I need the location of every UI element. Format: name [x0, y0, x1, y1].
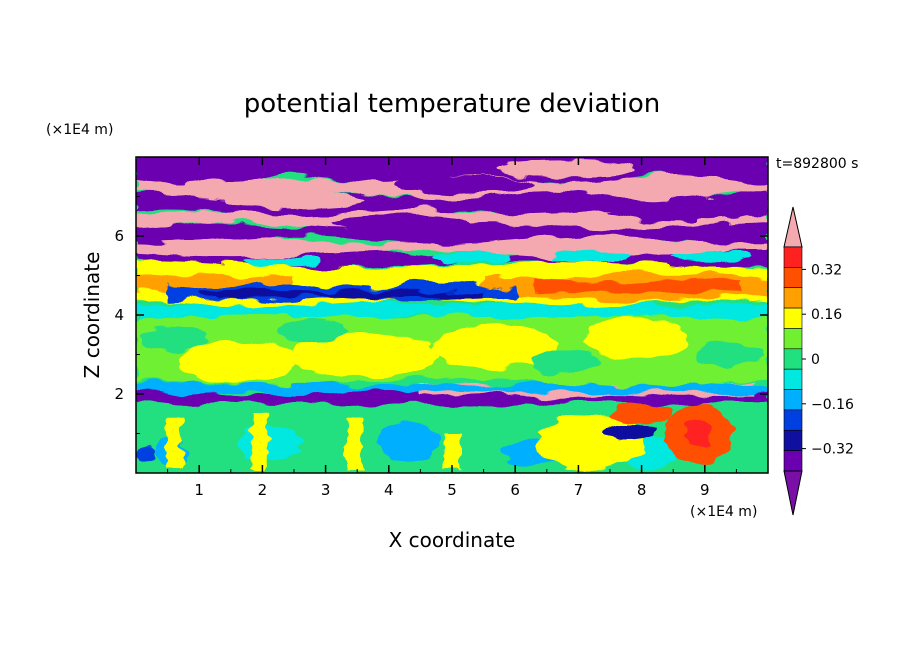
field-cell: [433, 324, 560, 369]
colorbar-box: [783, 328, 803, 350]
field-cell: [241, 256, 322, 267]
field-plume: [346, 417, 363, 470]
field-cell: [495, 159, 636, 178]
field-cell: [136, 445, 155, 462]
x-tick-label: 2: [258, 481, 268, 499]
colorbar-box: [783, 246, 803, 268]
colorbar-tick-label: −0.32: [811, 442, 854, 458]
x-tick-label: 5: [447, 481, 457, 499]
field-cell: [287, 332, 440, 377]
colorbar-box: [783, 450, 803, 472]
colorbar-box: [783, 307, 803, 329]
colorbar-tick-label: −0.16: [811, 397, 854, 413]
field-cell: [531, 350, 600, 375]
field-band: [136, 231, 768, 258]
y-axis: 2 4 6: [114, 196, 768, 434]
x-tick-label: 9: [700, 481, 710, 499]
field-cell: [430, 252, 511, 263]
colorbar-extend-low: [783, 470, 803, 516]
field-cell: [141, 163, 282, 182]
field-cell: [278, 318, 347, 343]
x-tick-label: 3: [321, 481, 331, 499]
field-cell: [394, 175, 535, 194]
time-label: t=892800 s: [776, 156, 858, 172]
field-band: [534, 279, 743, 295]
x-axis-label: X coordinate: [389, 528, 516, 552]
colorbar-box: [783, 368, 803, 390]
x-tick-label: 6: [510, 481, 520, 499]
colorbar-tick-label: 0: [811, 352, 820, 368]
field-plume: [444, 433, 460, 470]
field-cell: [602, 424, 655, 439]
y-tick-label: 2: [114, 385, 124, 403]
y-tick-label: 4: [114, 306, 124, 324]
y-unit-label: (×1E4 m): [46, 122, 113, 138]
field-cell: [671, 250, 752, 261]
x-tick-label: 7: [574, 481, 584, 499]
colorbar-box: [783, 409, 803, 431]
colorbar-box: [783, 429, 803, 451]
field-cell: [684, 419, 713, 448]
field-cell: [551, 250, 632, 261]
colorbar-box: [783, 267, 803, 289]
field-cell: [237, 425, 301, 462]
field-plume: [165, 417, 182, 470]
x-tick-label: 1: [194, 481, 204, 499]
field-cell: [584, 316, 686, 361]
chart-title: potential temperature deviation: [244, 89, 660, 119]
colorbar-box: [783, 287, 803, 309]
colorbar-extend-high: [783, 206, 803, 248]
field-plot-area: [136, 157, 768, 473]
colorbar-tick-label: 0.32: [811, 262, 842, 278]
field-cell: [696, 342, 765, 367]
colorbar-box: [783, 348, 803, 370]
field-band: [199, 288, 484, 299]
y-tick-label: 6: [114, 227, 124, 245]
field-cell: [224, 191, 364, 210]
field-cell: [331, 215, 472, 234]
x-axis: 1 2 3 4 5 6 7 8 9: [167, 157, 737, 499]
y-axis-label: Z coordinate: [80, 252, 104, 379]
field-plume: [251, 413, 268, 470]
field-cell: [180, 340, 294, 385]
field-cell: [611, 403, 672, 424]
field-cell: [139, 326, 208, 351]
colorbar-tick-label: 0.16: [811, 307, 842, 323]
field-cell: [609, 203, 750, 222]
colorbar: 0.32 0.16 0 −0.16 −0.32: [783, 206, 854, 516]
field-cell: [376, 421, 440, 462]
x-unit-label: (×1E4 m): [690, 504, 757, 520]
x-tick-label: 8: [637, 481, 647, 499]
x-tick-label: 4: [384, 481, 394, 499]
colorbar-box: [783, 389, 803, 411]
